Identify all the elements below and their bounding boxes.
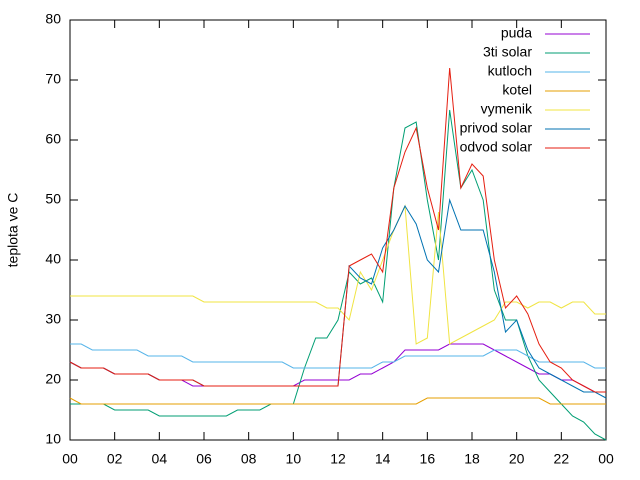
legend-label: 3ti solar (483, 44, 532, 60)
x-tick-label: 22 (554, 451, 570, 467)
legend-label: puda (501, 25, 532, 41)
legend-label: odvod solar (460, 139, 533, 155)
x-tick-label: 14 (375, 451, 391, 467)
y-tick-label: 80 (45, 11, 61, 27)
x-tick-label: 10 (286, 451, 302, 467)
y-tick-label: 70 (45, 71, 61, 87)
series-line (70, 343, 606, 369)
y-axis-label: teplota ve C (5, 193, 21, 268)
y-tick-label: 60 (45, 131, 61, 147)
x-tick-label: 00 (598, 451, 614, 467)
y-tick-label: 50 (45, 191, 61, 207)
x-tick-label: 02 (107, 451, 123, 467)
x-tick-label: 06 (196, 451, 212, 467)
series-line (69, 67, 606, 393)
y-tick-label: 30 (45, 311, 61, 327)
legend-label: kutloch (488, 63, 532, 79)
y-tick-label: 20 (45, 371, 61, 387)
x-tick-label: 08 (241, 451, 257, 467)
x-tick-label: 20 (509, 451, 525, 467)
x-tick-label: 12 (330, 451, 346, 467)
legend-label: privod solar (460, 120, 533, 136)
series-line (69, 397, 606, 405)
series-line (70, 204, 606, 345)
y-tick-label: 40 (45, 251, 61, 267)
legend-label: kotel (502, 82, 532, 98)
x-tick-label: 16 (420, 451, 436, 467)
x-tick-label: 18 (464, 451, 480, 467)
legend-label: vymenik (481, 101, 533, 117)
x-tick-label: 04 (152, 451, 168, 467)
x-tick-label: 00 (62, 451, 78, 467)
y-tick-label: 10 (45, 431, 61, 447)
